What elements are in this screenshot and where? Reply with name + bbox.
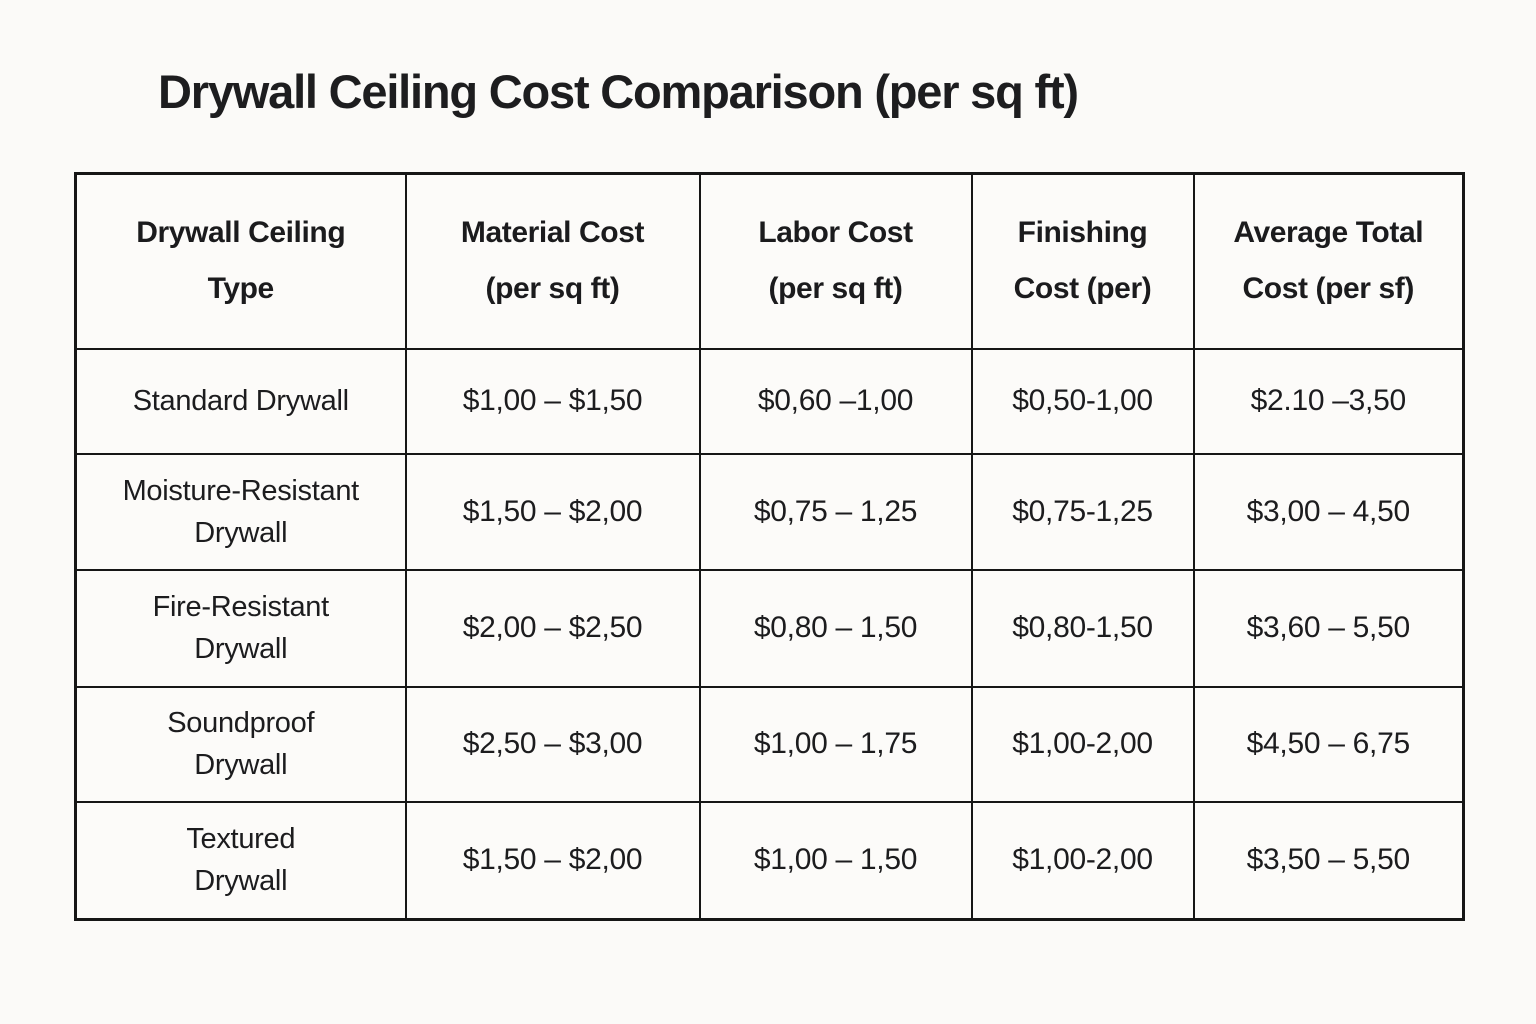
average-total-value: $3,50 – 5,50 xyxy=(1246,843,1411,877)
cell-type: Standard Drywall xyxy=(74,347,407,455)
header-label-labor: Labor Cost (per sq ft) xyxy=(703,218,969,304)
material-cost-value: $1,00 – $1,50 xyxy=(462,384,643,417)
average-total-value: $3,60 – 5,50 xyxy=(1246,611,1411,644)
type-line2: Drywall xyxy=(194,749,288,781)
header-label-total: Average Total Cost (per sf) xyxy=(1197,218,1461,304)
average-total-value: $4,50 – 6,75 xyxy=(1246,727,1411,760)
header-cell-labor: Labor Cost (per sq ft) xyxy=(698,172,973,350)
header-type-line1: Drywall Ceiling xyxy=(136,216,346,250)
average-total-value: $2.10 –3,50 xyxy=(1250,384,1406,417)
cell-material-cost: $2,00 – $2,50 xyxy=(404,568,701,688)
cell-labor-cost: $0,75 – 1,25 xyxy=(698,452,973,571)
cell-finishing-cost: $0,80-1,50 xyxy=(970,568,1195,688)
material-cost-value: $2,00 – $2,50 xyxy=(462,611,643,644)
cell-material-cost: $1,50 – $2,00 xyxy=(404,800,701,921)
cell-finishing-cost: $0,75-1,25 xyxy=(970,452,1195,571)
header-cell-material: Material Cost (per sq ft) xyxy=(404,172,701,350)
cell-type: Textured Drywall xyxy=(74,800,407,921)
finishing-cost-value: $1,00-2,00 xyxy=(1012,843,1153,877)
header-label-material: Material Cost (per sq ft) xyxy=(409,218,697,304)
material-cost-value: $1,50 – $2,00 xyxy=(462,843,643,877)
average-total-value: $3,00 – 4,50 xyxy=(1246,494,1411,528)
cell-average-total-cost: $3,50 – 5,50 xyxy=(1192,800,1465,921)
labor-cost-value: $0,75 – 1,25 xyxy=(753,494,918,528)
finishing-cost-value: $0,80-1,50 xyxy=(1012,611,1153,644)
header-labor-line2: (per sq ft) xyxy=(768,272,903,306)
header-labor-line1: Labor Cost xyxy=(758,216,913,250)
header-row: Drywall Ceiling Type Material Cost (per … xyxy=(74,172,1465,350)
header-material-line2: (per sq ft) xyxy=(485,272,620,306)
labor-cost-value: $1,00 – 1,75 xyxy=(753,727,918,760)
type-line1: Textured xyxy=(186,823,296,856)
header-type-line2: Type xyxy=(207,272,275,306)
header-total-line1: Average Total xyxy=(1233,216,1424,250)
header-cell-total: Average Total Cost (per sf) xyxy=(1192,172,1465,350)
type-line1: Fire-Resistant xyxy=(152,591,330,623)
cell-material-cost: $1,50 – $2,00 xyxy=(404,452,701,571)
header-finishing-line1: Finishing xyxy=(1017,216,1148,250)
type-line2: Drywall xyxy=(194,516,288,549)
type-line2: Drywall xyxy=(194,865,288,898)
header-cell-type: Drywall Ceiling Type xyxy=(74,172,407,350)
finishing-cost-value: $0,50-1,00 xyxy=(1012,384,1153,417)
table-row: Fire-Resistant Drywall $2,00 – $2,50 $0,… xyxy=(74,568,1465,688)
header-finishing-line2: Cost (per) xyxy=(1013,272,1152,306)
cell-finishing-cost: $1,00-2,00 xyxy=(970,800,1195,921)
table-row: Moisture-Resistant Drywall $1,50 – $2,00… xyxy=(74,452,1465,571)
cell-labor-cost: $0,80 – 1,50 xyxy=(698,568,973,688)
cost-comparison-table: Drywall Ceiling Type Material Cost (per … xyxy=(74,172,1465,921)
finishing-cost-value: $0,75-1,25 xyxy=(1012,494,1153,528)
header-label-type: Drywall Ceiling Type xyxy=(79,218,403,304)
table-row: Standard Drywall $1,00 – $1,50 $0,60 –1,… xyxy=(74,347,1465,455)
cell-average-total-cost: $4,50 – 6,75 xyxy=(1192,685,1465,803)
finishing-cost-value: $1,00-2,00 xyxy=(1012,727,1153,760)
cell-finishing-cost: $1,00-2,00 xyxy=(970,685,1195,803)
cell-type: Soundproof Drywall xyxy=(74,685,407,803)
labor-cost-value: $0,60 –1,00 xyxy=(757,384,914,417)
cell-labor-cost: $1,00 – 1,50 xyxy=(698,800,973,921)
type-line2: Drywall xyxy=(194,633,288,665)
type-line1: Soundproof xyxy=(167,707,315,739)
type-line1: Standard Drywall xyxy=(132,385,349,417)
labor-cost-value: $1,00 – 1,50 xyxy=(753,843,918,877)
type-line1: Moisture-Resistant xyxy=(122,474,360,507)
cell-average-total-cost: $3,00 – 4,50 xyxy=(1192,452,1465,571)
cell-average-total-cost: $2.10 –3,50 xyxy=(1192,347,1465,455)
cell-labor-cost: $0,60 –1,00 xyxy=(698,347,973,455)
cell-finishing-cost: $0,50-1,00 xyxy=(970,347,1195,455)
cell-average-total-cost: $3,60 – 5,50 xyxy=(1192,568,1465,688)
table-row: Soundproof Drywall $2,50 – $3,00 $1,00 –… xyxy=(74,685,1465,803)
material-cost-value: $1,50 – $2,00 xyxy=(462,494,643,528)
header-label-finishing: Finishing Cost (per) xyxy=(975,218,1191,304)
cell-material-cost: $1,00 – $1,50 xyxy=(404,347,701,455)
table-row: Textured Drywall $1,50 – $2,00 $1,00 – 1… xyxy=(74,800,1465,921)
cell-type: Fire-Resistant Drywall xyxy=(74,568,407,688)
header-total-line2: Cost (per sf) xyxy=(1242,272,1415,306)
cell-labor-cost: $1,00 – 1,75 xyxy=(698,685,973,803)
material-cost-value: $2,50 – $3,00 xyxy=(462,727,643,760)
labor-cost-value: $0,80 – 1,50 xyxy=(753,611,918,644)
cell-material-cost: $2,50 – $3,00 xyxy=(404,685,701,803)
cell-type: Moisture-Resistant Drywall xyxy=(74,452,407,571)
header-material-line1: Material Cost xyxy=(460,216,645,250)
page-title: Drywall Ceiling Cost Comparison (per sq … xyxy=(158,65,1079,118)
header-cell-finishing: Finishing Cost (per) xyxy=(970,172,1195,350)
